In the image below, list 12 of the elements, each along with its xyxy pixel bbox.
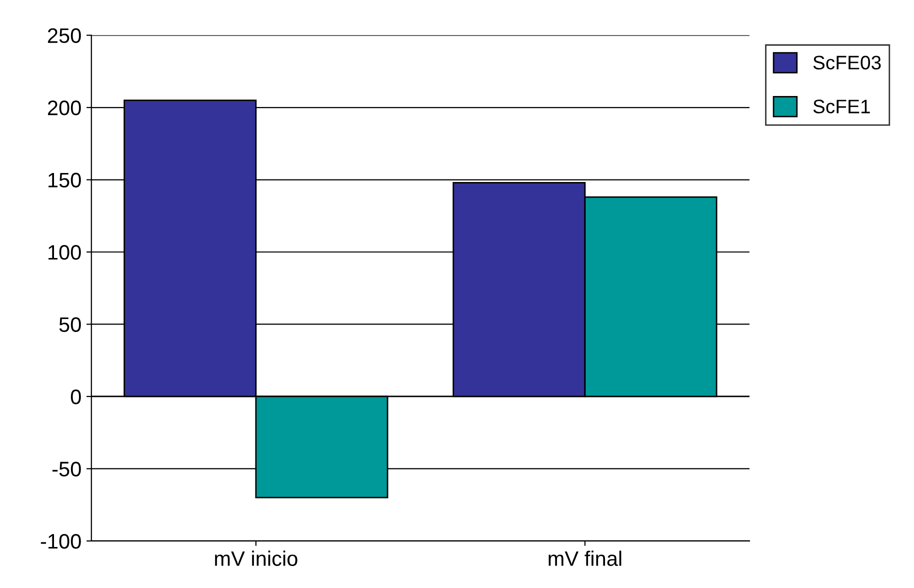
y-tick-label: 100 [48, 245, 81, 260]
x-tick-label: mV inicio [215, 550, 298, 566]
y-tick-label: -100 [40, 534, 81, 549]
x-tick-label: mV final [548, 550, 622, 566]
legend-label: ScFE03 [813, 56, 881, 70]
y-tick-label: 50 [59, 317, 81, 332]
y-tick-label: 0 [70, 389, 81, 404]
y-tick-label: -50 [52, 462, 81, 476]
legend-label: ScFE1 [813, 100, 870, 114]
y-tick-label: 150 [48, 172, 81, 188]
y-tick-label: 250 [48, 28, 81, 44]
y-tick-label: 200 [48, 100, 81, 116]
